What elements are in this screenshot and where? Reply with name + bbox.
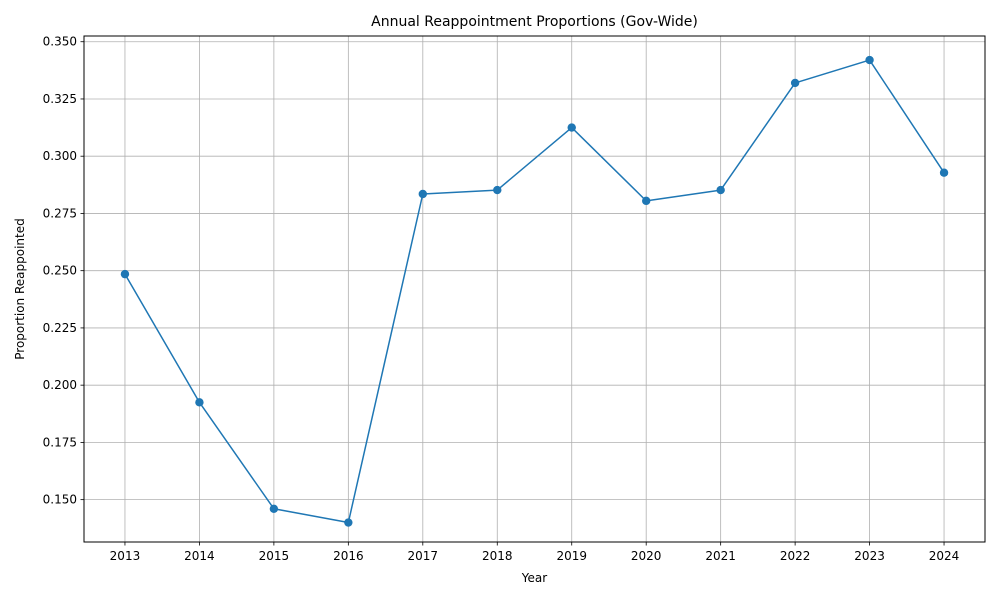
y-tick-label: 0.275: [43, 206, 77, 220]
y-axis-ticks: 0.150 0.175 0.200 0.225 0.250 0.275 0.300 0.325…: [43, 35, 84, 507]
x-tick-label: 2019: [556, 549, 587, 563]
data-point-marker: [493, 185, 502, 195]
data-point-marker: [641, 196, 651, 206]
data-point-marker: [120, 269, 130, 279]
x-tick-label: 2013: [110, 549, 141, 563]
x-tick-label: 2022: [780, 549, 811, 563]
grid-lines: [84, 36, 985, 542]
y-tick-label: 0.200: [43, 378, 77, 392]
y-tick-label: 0.250: [43, 264, 77, 278]
data-point-marker: [790, 78, 800, 88]
y-axis-title: Proportion Reappointed: [13, 218, 27, 360]
x-tick-label: 2014: [184, 549, 215, 563]
data-series: [120, 55, 949, 527]
data-point-marker: [567, 123, 576, 132]
data-point-marker: [269, 504, 279, 514]
data-point-marker: [716, 185, 725, 195]
x-tick-label: 2021: [705, 549, 736, 563]
y-tick-label: 0.325: [43, 92, 77, 106]
data-point-marker: [865, 55, 874, 65]
series-line: [124, 59, 945, 524]
x-tick-label: 2017: [408, 549, 439, 563]
y-tick-label: 0.350: [43, 35, 77, 49]
x-tick-label: 2023: [854, 549, 885, 563]
x-tick-label: 2020: [631, 549, 662, 563]
x-axis-ticks: 2013 2014 2015 2016 2017 2018 2019 2020 2021 2022…: [110, 542, 960, 563]
y-tick-label: 0.150: [43, 493, 77, 507]
chart-title: Annual Reappointment Proportions (Gov-Wi…: [371, 14, 698, 30]
data-point-marker: [418, 189, 428, 199]
x-tick-label: 2018: [482, 549, 513, 563]
x-axis-title: Year: [521, 571, 547, 585]
plot-area-frame: [83, 35, 986, 543]
data-point-marker: [195, 398, 204, 407]
x-tick-label: 2024: [929, 549, 960, 563]
x-tick-label: 2016: [333, 549, 364, 563]
y-tick-label: 0.225: [43, 321, 77, 335]
data-point-marker: [939, 168, 949, 177]
x-tick-label: 2015: [259, 549, 290, 563]
y-tick-label: 0.300: [43, 149, 77, 163]
y-tick-label: 0.175: [43, 435, 77, 449]
data-point-marker: [344, 518, 353, 527]
